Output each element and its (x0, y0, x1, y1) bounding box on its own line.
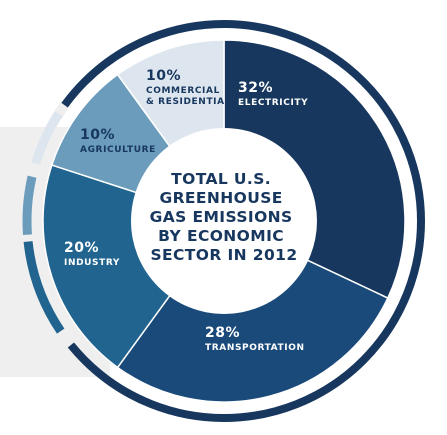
slice-label-5-line-1: COMMERCIAL (146, 86, 220, 96)
slice-percent-5: 10% (146, 68, 181, 84)
slice-label-4-line-1: AGRICULTURE (80, 145, 156, 155)
center-circle (131, 128, 317, 314)
slice-percent-3: 20% (64, 240, 99, 256)
center-title-line-3: GAS EMISSIONS (150, 208, 293, 226)
left-arc-segment-1 (23, 241, 65, 334)
slice-percent-1: 32% (238, 80, 273, 96)
center-title-line-5: SECTOR IN 2012 (150, 246, 297, 264)
slice-label-2-line-1: TRANSPORTATION (205, 343, 305, 353)
slice-label-1-line-1: ELECTRICITY (238, 98, 308, 108)
slice-labels: 32% ELECTRICITY 28% TRANSPORTATION 20% INDUST… (64, 68, 308, 353)
left-arc-segment-3 (31, 111, 63, 165)
center-title-line-4: BY ECONOMIC (158, 227, 284, 245)
slice-label-5-line-2: & RESIDENTIAL (146, 97, 231, 107)
center-title: TOTAL U.S. GREENHOUSE GAS EMISSIONS BY E… (150, 170, 299, 264)
center-title-line-2: GREENHOUSE (159, 189, 282, 207)
center-title-line-1: TOTAL U.S. (171, 170, 271, 188)
left-arc-segment-2 (22, 175, 37, 236)
pie-slice-2 (116, 220, 389, 403)
slice-percent-2: 28% (205, 325, 240, 341)
slice-label-3-line-1: INDUSTRY (64, 258, 120, 268)
slice-percent-4: 10% (80, 127, 115, 143)
